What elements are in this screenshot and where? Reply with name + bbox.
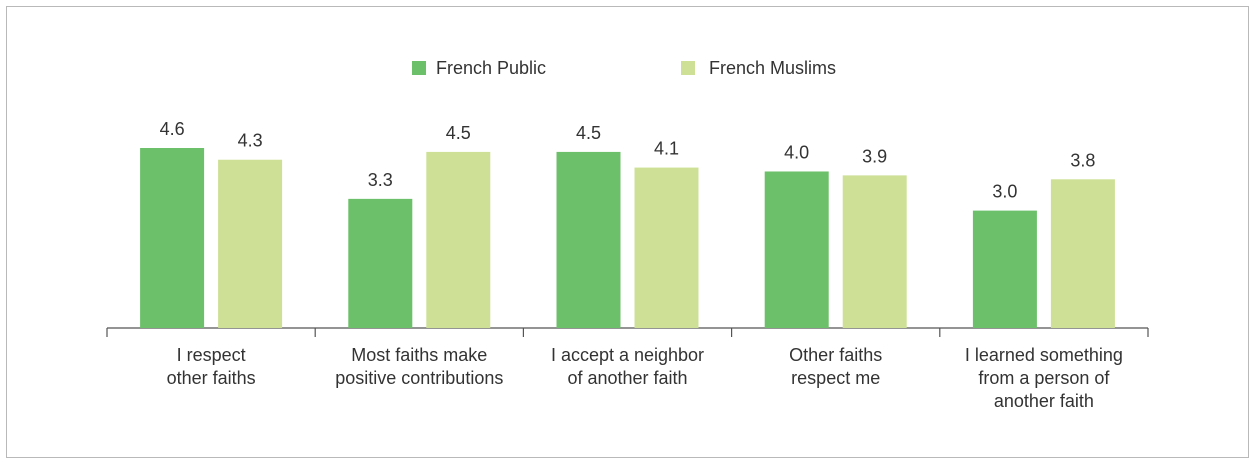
value-label: 3.8 <box>1070 150 1095 170</box>
category-label: respect me <box>791 368 880 388</box>
value-label: 3.9 <box>862 146 887 166</box>
category-label: Most faiths make <box>351 345 487 365</box>
value-label: 3.0 <box>992 182 1017 202</box>
category-label: Other faiths <box>789 345 882 365</box>
value-label: 4.5 <box>576 123 601 143</box>
legend-swatch-0 <box>412 61 426 75</box>
bar-french-muslims <box>1050 179 1115 328</box>
category-label: another faith <box>994 391 1094 411</box>
bar-french-public <box>140 148 205 328</box>
category-label: I learned something <box>965 345 1123 365</box>
bar-french-public <box>348 198 413 328</box>
legend-label-0: French Public <box>436 58 546 78</box>
bar-french-public <box>764 171 829 328</box>
category-label: from a person of <box>978 368 1110 388</box>
legend-swatch-1 <box>681 61 695 75</box>
value-label: 4.3 <box>238 131 263 151</box>
category-label: other faiths <box>167 368 256 388</box>
value-label: 4.0 <box>784 142 809 162</box>
value-label: 4.5 <box>446 123 471 143</box>
bar-french-muslims <box>426 151 491 328</box>
bar-french-public <box>556 151 621 328</box>
category-label: I respect <box>177 345 246 365</box>
chart-frame <box>6 6 1249 458</box>
bar-french-muslims <box>634 167 699 328</box>
bar-french-muslims <box>842 175 907 328</box>
category-label: of another faith <box>567 368 687 388</box>
bar-french-public <box>972 210 1037 328</box>
category-label: I accept a neighbor <box>551 345 704 365</box>
value-label: 4.6 <box>160 119 185 139</box>
bar-french-muslims <box>218 159 283 328</box>
legend-label-1: French Muslims <box>709 58 836 78</box>
category-label: positive contributions <box>335 368 503 388</box>
value-label: 3.3 <box>368 170 393 190</box>
value-label: 4.1 <box>654 139 679 159</box>
